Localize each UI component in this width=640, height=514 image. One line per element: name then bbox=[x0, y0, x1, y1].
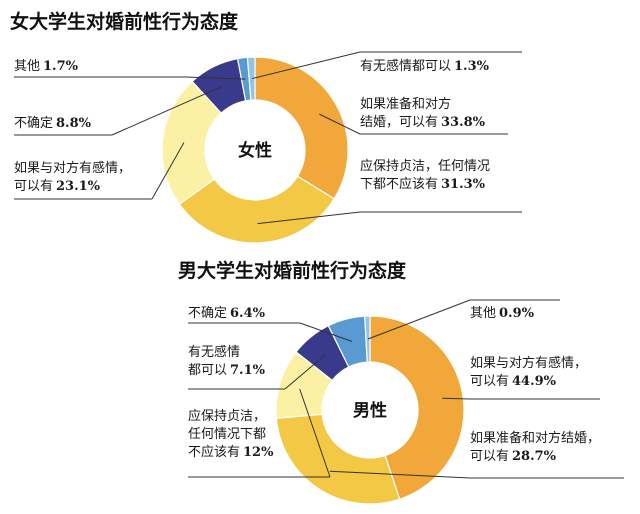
slice-label: 不确定 8.8% bbox=[14, 116, 92, 131]
donut-slice bbox=[254, 56, 349, 200]
donut-slice bbox=[178, 175, 335, 244]
leader-line bbox=[284, 354, 326, 390]
slice-label: 有无感情都可以 7.1% bbox=[188, 344, 266, 378]
slice-label: 其他 0.9% bbox=[470, 306, 535, 321]
slice-label: 有无感情都可以 1.3% bbox=[360, 58, 490, 74]
donut-slice bbox=[364, 315, 371, 363]
leader-line bbox=[299, 388, 331, 478]
leader-line bbox=[251, 51, 361, 80]
chart-title: 男大学生对婚前性行为态度 bbox=[178, 259, 407, 282]
slice-label: 应保持贞洁，任何情况下都不应该有 12% bbox=[188, 408, 274, 460]
slice-label: 如果准备和对方结婚，可以有 28.7% bbox=[470, 430, 600, 464]
slice-label: 如果与对方有感情，可以有 44.9% bbox=[470, 355, 587, 389]
donut-slice bbox=[369, 315, 465, 500]
chart-title: 女大学生对婚前性行为态度 bbox=[10, 10, 239, 33]
leader-line bbox=[151, 142, 185, 200]
leader-line bbox=[185, 76, 246, 80]
slice-label: 如果与对方有感情，可以有 23.1% bbox=[14, 160, 131, 194]
leader-line bbox=[442, 397, 471, 400]
leader-line bbox=[367, 299, 471, 340]
leader-line bbox=[299, 322, 353, 342]
donut-slice bbox=[275, 413, 401, 505]
leader-line bbox=[111, 85, 224, 136]
leader-line bbox=[329, 470, 471, 479]
slice-label: 应保持贞洁，任何情况下都不应该有 31.3% bbox=[360, 158, 490, 192]
donut-slice bbox=[246, 56, 256, 101]
center-label: 女性 bbox=[238, 140, 272, 161]
slice-label: 如果准备和对方结婚，可以有 33.8% bbox=[360, 96, 486, 130]
center-label: 男性 bbox=[353, 400, 387, 421]
leader-line bbox=[257, 211, 361, 225]
slice-label: 其他 1.7% bbox=[14, 59, 79, 74]
leader-line bbox=[319, 113, 361, 135]
slice-label: 不确定 6.4% bbox=[188, 306, 266, 321]
